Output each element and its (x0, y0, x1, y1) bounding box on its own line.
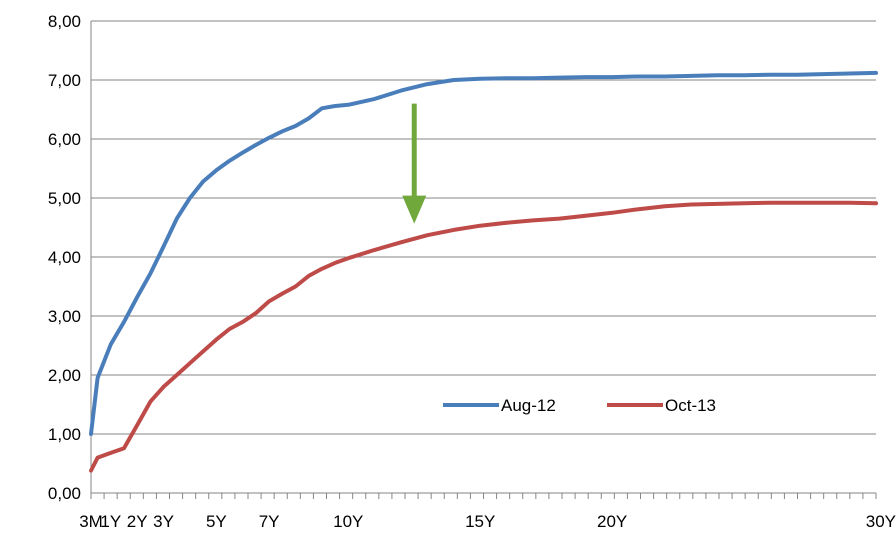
x-tick-label: 15Y (465, 512, 495, 531)
x-tick-label: 5Y (206, 512, 227, 531)
x-tick-label: 2Y (127, 512, 148, 531)
legend-label-oct-13: Oct-13 (665, 396, 716, 415)
y-tick-label: 5,00 (48, 189, 81, 208)
legend-label-aug-12: Aug-12 (501, 396, 556, 415)
y-axis: 0,00 1,00 2,00 3,00 4,00 5,00 6,00 7,00 8,00 (48, 12, 92, 503)
y-tick-label: 7,00 (48, 71, 81, 90)
y-tick-label: 1,00 (48, 425, 81, 444)
x-tick-label: 30Y (866, 512, 896, 531)
x-tick-label: 3M (79, 512, 103, 531)
y-tick-label: 2,00 (48, 366, 81, 385)
y-tick-label: 3,00 (48, 307, 81, 326)
y-tick-label: 6,00 (48, 130, 81, 149)
series-lines (89, 70, 878, 473)
x-tick-label: 10Y (333, 512, 363, 531)
y-tick-label: 4,00 (48, 248, 81, 267)
series-line-oct-13 (89, 200, 878, 473)
x-tick-label: 1Y (100, 512, 121, 531)
gridlines (91, 20, 876, 435)
y-tick-label: 0,00 (48, 484, 81, 503)
x-tick-label: 7Y (259, 512, 280, 531)
x-tick-label: 3Y (153, 512, 174, 531)
arrow-head (402, 195, 427, 224)
legend: Aug-12 Oct-13 (443, 396, 716, 415)
annotations (402, 103, 427, 224)
series-line-aug-12 (89, 70, 878, 436)
x-tick-label: 20Y (597, 512, 627, 531)
y-tick-label: 8,00 (48, 12, 81, 31)
